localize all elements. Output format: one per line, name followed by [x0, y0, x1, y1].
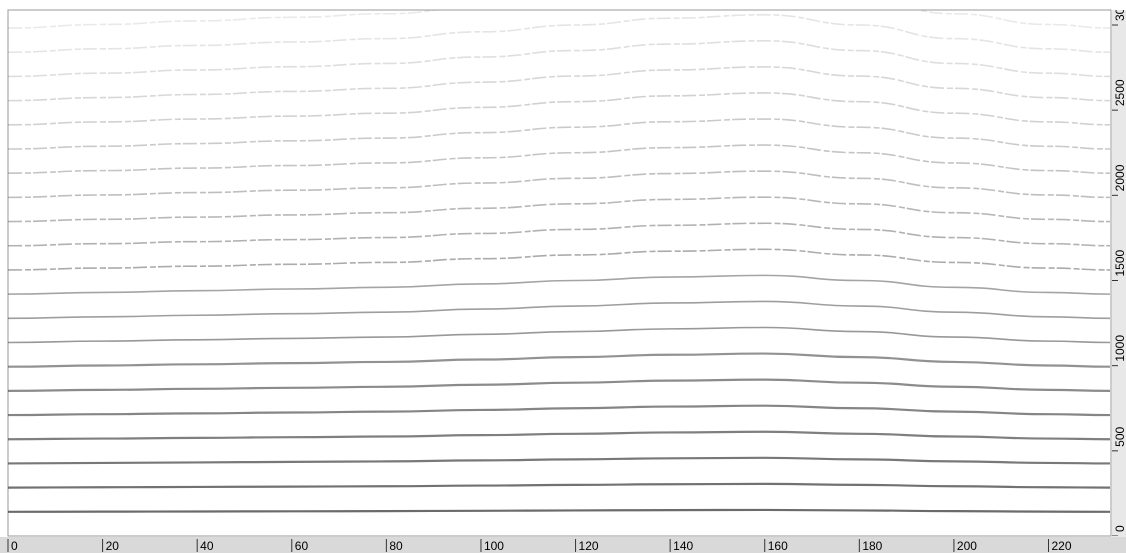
harmonic	[8, 13, 1110, 54]
x-tick-label: 60	[295, 539, 309, 553]
y-tick-label: 1000	[1113, 335, 1126, 362]
x-axis: 0 20 40 60 80 100 120 140 160 180 200 220	[7, 539, 1072, 553]
harmonic	[8, 144, 1110, 174]
y-tick-label: 0	[1113, 525, 1126, 532]
harmonic	[8, 248, 1110, 271]
x-tick-label: 20	[106, 539, 120, 553]
harmonic	[8, 300, 1110, 320]
y-axis: 0 500 1000 1500 2000 2500 3000	[1112, 0, 1126, 536]
harmonic	[8, 66, 1110, 102]
x-tick-label: 160	[768, 539, 788, 553]
y-tick-label: 500	[1113, 426, 1126, 446]
x-tick-label: 200	[957, 539, 977, 553]
x-tick-label: 220	[1052, 539, 1072, 553]
harmonic	[8, 170, 1110, 199]
harmonic	[8, 196, 1110, 223]
y-tick-label: 3000	[1113, 0, 1126, 21]
harmonic	[8, 430, 1110, 441]
harmonic	[8, 508, 1110, 513]
y-tick-label: 1500	[1113, 249, 1126, 276]
x-tick-label: 180	[862, 539, 882, 553]
harmonic	[8, 326, 1110, 344]
harmonic	[8, 40, 1110, 78]
harmonic	[8, 274, 1110, 295]
harmonic	[8, 378, 1110, 392]
x-tick-label: 100	[484, 539, 504, 553]
plot-area	[8, 10, 1110, 513]
y-tick-label: 2000	[1113, 164, 1126, 191]
y-tick-label: 2500	[1113, 79, 1126, 106]
harmonic	[8, 404, 1110, 417]
x-tick-label: 40	[200, 539, 214, 553]
harmonic	[8, 92, 1110, 126]
harmonic	[8, 482, 1110, 489]
x-tick-label: 0	[11, 539, 18, 553]
x-tick-label: 80	[389, 539, 403, 553]
harmonic	[8, 118, 1110, 150]
harmonic	[8, 352, 1110, 368]
x-tick-label: 120	[579, 539, 599, 553]
x-tick-label: 140	[673, 539, 693, 553]
x-axis-bar	[0, 537, 1126, 553]
plot-frame	[7, 9, 1112, 537]
harmonic	[8, 222, 1110, 247]
y-axis-bar	[1112, 10, 1126, 537]
harmonic	[8, 456, 1110, 465]
